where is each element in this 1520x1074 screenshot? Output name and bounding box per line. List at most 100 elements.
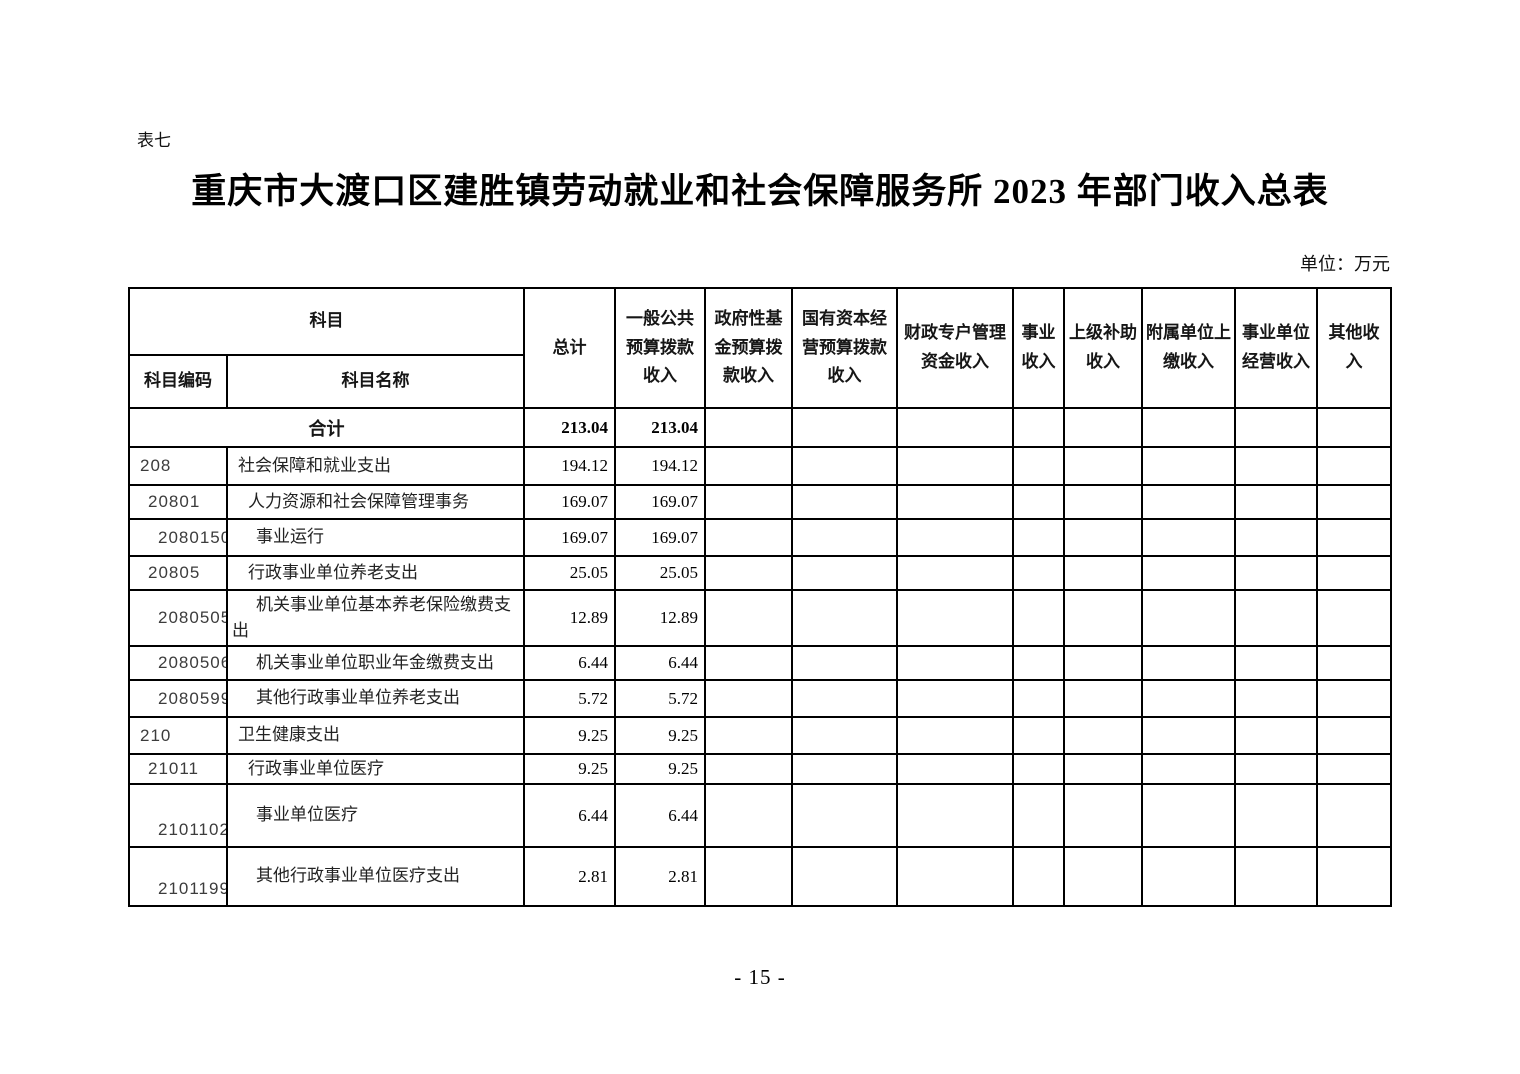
col-header-affiliated-remittance: 附属单位上缴收入 (1141, 287, 1236, 409)
empty-cell (1141, 846, 1236, 907)
table-row: 21011 行政事业单位医疗 9.25 9.25 (128, 753, 1392, 785)
table-row: 2080506 机关事业单位职业年金缴费支出 6.44 6.44 (128, 645, 1392, 681)
empty-cell (1063, 846, 1143, 907)
subject-code-cell: 210 (128, 716, 228, 755)
subject-name-cell: 事业单位医疗 (226, 783, 525, 848)
empty-cell (896, 716, 1014, 755)
subject-code-cell: 2080150 (128, 518, 228, 557)
empty-cell (704, 446, 793, 486)
empty-cell (896, 645, 1014, 681)
header-subject-code: 科目编码 (128, 354, 228, 409)
empty-cell (1063, 555, 1143, 591)
empty-cell (1316, 783, 1392, 848)
header-subject: 科目 (128, 287, 525, 356)
table-row: 20805 行政事业单位养老支出 25.05 25.05 (128, 555, 1392, 591)
empty-cell (896, 484, 1014, 520)
page-number: - 15 - (734, 965, 786, 989)
table-number-label: 表七 (137, 131, 171, 150)
empty-cell (704, 679, 793, 718)
table-row: 210 卫生健康支出 9.25 9.25 (128, 716, 1392, 755)
col-header-other-income: 其他收入 (1316, 287, 1392, 409)
empty-cell (1063, 783, 1143, 848)
empty-cell (791, 783, 898, 848)
subject-code-cell: 2080599 (128, 679, 228, 718)
total-cell: 9.25 (523, 716, 616, 755)
general-budget-cell: 194.12 (614, 446, 706, 486)
empty-cell (1012, 783, 1065, 848)
subject-name-cell: 社会保障和就业支出 (226, 446, 525, 486)
empty-cell (1234, 846, 1318, 907)
empty-cell (1316, 589, 1392, 647)
subject-code-cell: 2101199 (128, 846, 228, 907)
empty-cell (1012, 679, 1065, 718)
empty-cell (1012, 484, 1065, 520)
empty-cell (1012, 846, 1065, 907)
empty-cell (1141, 407, 1236, 448)
total-cell: 6.44 (523, 783, 616, 848)
empty-cell (896, 407, 1014, 448)
table-row: 2101102 事业单位医疗 6.44 6.44 (128, 783, 1392, 848)
empty-cell (1141, 484, 1236, 520)
empty-cell (896, 589, 1014, 647)
total-cell: 2.81 (523, 846, 616, 907)
subject-code-cell: 208 (128, 446, 228, 486)
empty-cell (1316, 753, 1392, 785)
col-header-total: 总计 (523, 287, 616, 409)
empty-cell (1234, 679, 1318, 718)
empty-cell (1063, 407, 1143, 448)
empty-cell (1316, 846, 1392, 907)
empty-cell (1234, 783, 1318, 848)
general-budget-cell: 213.04 (614, 407, 706, 448)
empty-cell (1316, 645, 1392, 681)
total-cell: 213.04 (523, 407, 616, 448)
table-row: 208 社会保障和就业支出 194.12 194.12 (128, 446, 1392, 486)
col-header-govt-fund-budget: 政府性基金预算拨款收入 (704, 287, 793, 409)
page-title: 重庆市大渡口区建胜镇劳动就业和社会保障服务所 2023 年部门收入总表 (191, 172, 1329, 211)
empty-cell (896, 446, 1014, 486)
total-cell: 194.12 (523, 446, 616, 486)
subject-code-cell: 20805 (128, 555, 228, 591)
empty-cell (1234, 555, 1318, 591)
empty-cell (1316, 716, 1392, 755)
empty-cell (1234, 484, 1318, 520)
table-row: 2080150 事业运行 169.07 169.07 (128, 518, 1392, 557)
empty-cell (704, 783, 793, 848)
empty-cell (1141, 679, 1236, 718)
empty-cell (704, 589, 793, 647)
general-budget-cell: 169.07 (614, 518, 706, 557)
empty-cell (1316, 484, 1392, 520)
empty-cell (1063, 753, 1143, 785)
empty-cell (1012, 407, 1065, 448)
general-budget-cell: 6.44 (614, 783, 706, 848)
table-body: 合计 213.04 213.04 208 社会保障和就业支出 194.12 19… (128, 407, 1392, 907)
general-budget-cell: 9.25 (614, 753, 706, 785)
col-header-institution-operating: 事业单位经营收入 (1234, 287, 1318, 409)
table-row: 20801 人力资源和社会保障管理事务 169.07 169.07 (128, 484, 1392, 520)
empty-cell (1234, 518, 1318, 557)
empty-cell (704, 555, 793, 591)
total-cell: 25.05 (523, 555, 616, 591)
empty-cell (704, 484, 793, 520)
general-budget-cell: 9.25 (614, 716, 706, 755)
empty-cell (1012, 589, 1065, 647)
empty-cell (791, 645, 898, 681)
empty-cell (704, 753, 793, 785)
subject-name-cell: 事业运行 (226, 518, 525, 557)
col-header-fiscal-special-account: 财政专户管理资金收入 (896, 287, 1014, 409)
empty-cell (704, 846, 793, 907)
general-budget-cell: 2.81 (614, 846, 706, 907)
total-cell: 12.89 (523, 589, 616, 647)
empty-cell (896, 555, 1014, 591)
empty-cell (791, 846, 898, 907)
empty-cell (1012, 716, 1065, 755)
empty-cell (791, 555, 898, 591)
empty-cell (704, 645, 793, 681)
table-row: 2080505 机关事业单位基本养老保险缴费支出 12.89 12.89 (128, 589, 1392, 647)
empty-cell (896, 518, 1014, 557)
empty-cell (791, 589, 898, 647)
empty-cell (1141, 783, 1236, 848)
empty-cell (896, 679, 1014, 718)
subject-name-cell: 其他行政事业单位养老支出 (226, 679, 525, 718)
total-cell: 5.72 (523, 679, 616, 718)
empty-cell (704, 716, 793, 755)
